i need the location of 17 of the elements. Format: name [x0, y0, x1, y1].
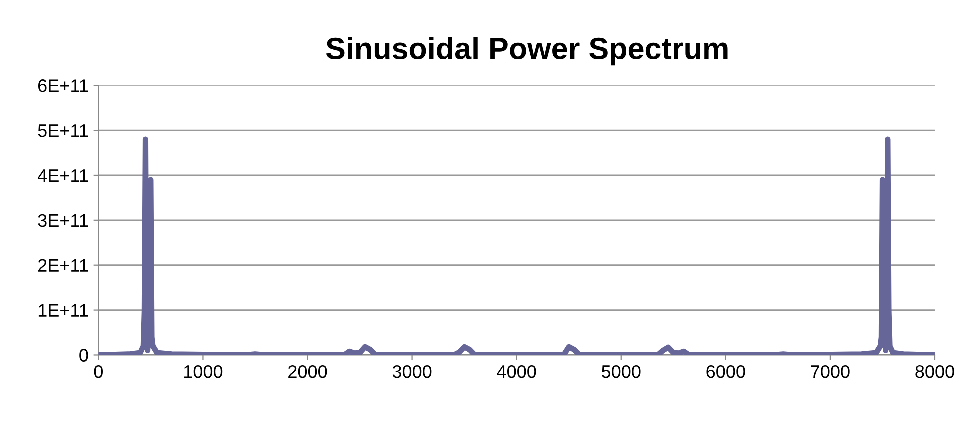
- x-tick-label: 7000: [811, 365, 850, 378]
- y-tick-label: 2E+11: [38, 259, 88, 272]
- x-tick-label: 5000: [602, 365, 641, 378]
- x-tick-label: 1000: [184, 365, 223, 378]
- y-tick-label: 0: [80, 349, 88, 362]
- chart-title: Sinusoidal Power Spectrum: [326, 37, 728, 66]
- y-tick-label: 6E+11: [38, 80, 88, 92]
- x-tick-label: 2000: [288, 365, 328, 378]
- x-tick-label: 0: [94, 365, 103, 378]
- y-tick-label: 1E+11: [38, 304, 88, 317]
- x-tick-label: 8000: [916, 365, 954, 378]
- x-tick-label: 3000: [392, 365, 432, 378]
- y-tick-label: 3E+11: [38, 214, 88, 228]
- y-tick-label: 5E+11: [38, 124, 88, 138]
- x-tick-label: 6000: [706, 365, 746, 378]
- x-tick-label: 4000: [497, 365, 536, 378]
- y-tick-label: 4E+11: [38, 170, 88, 182]
